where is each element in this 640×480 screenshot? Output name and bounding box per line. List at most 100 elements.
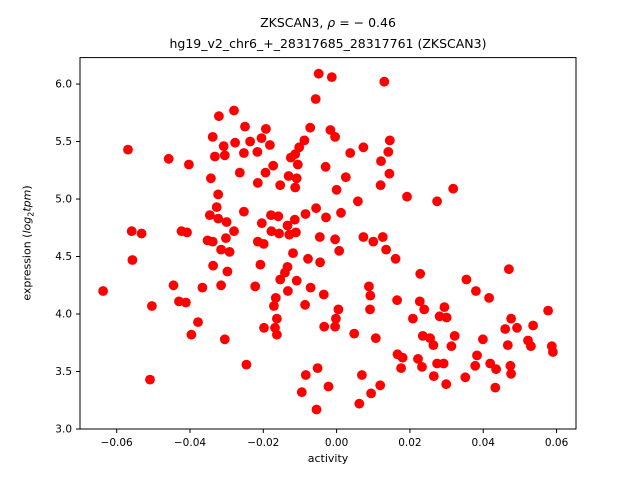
data-point bbox=[291, 173, 302, 184]
data-point bbox=[184, 159, 194, 170]
data-point bbox=[432, 196, 442, 207]
title-line-1: ZKSCAN3, ρ = − 0.46 bbox=[80, 12, 576, 33]
title-suffix: = − 0.46 bbox=[335, 15, 396, 30]
data-point bbox=[543, 305, 553, 316]
data-point bbox=[266, 226, 277, 237]
data-point bbox=[311, 203, 321, 214]
data-point bbox=[502, 340, 513, 350]
data-point bbox=[266, 210, 276, 221]
y-tick-label: 4.0 bbox=[55, 309, 72, 321]
data-point bbox=[415, 268, 426, 279]
data-point bbox=[219, 150, 230, 161]
data-point bbox=[259, 322, 269, 333]
data-point bbox=[490, 382, 501, 393]
data-point bbox=[441, 379, 452, 390]
data-point bbox=[471, 286, 481, 296]
data-point bbox=[331, 184, 342, 195]
x-tick-label: −0.02 bbox=[247, 437, 279, 449]
data-point bbox=[292, 159, 303, 170]
data-point bbox=[147, 301, 157, 311]
data-point bbox=[256, 218, 267, 229]
data-point bbox=[392, 295, 402, 306]
data-point bbox=[234, 167, 245, 178]
data-point bbox=[275, 274, 286, 285]
data-point bbox=[512, 322, 522, 333]
data-point bbox=[323, 381, 334, 392]
data-point bbox=[315, 257, 325, 268]
chart-title: ZKSCAN3, ρ = − 0.46 hg19_v2_chr6_+_28317… bbox=[80, 12, 576, 54]
data-point bbox=[300, 209, 311, 219]
data-point bbox=[408, 313, 418, 324]
data-point bbox=[123, 144, 133, 155]
x-tick-label: −0.06 bbox=[101, 437, 133, 449]
data-point bbox=[320, 161, 331, 172]
data-point bbox=[300, 299, 310, 310]
data-point bbox=[126, 226, 137, 237]
data-point bbox=[402, 191, 412, 202]
data-point bbox=[370, 333, 381, 344]
data-point bbox=[381, 244, 391, 255]
data-point bbox=[413, 354, 423, 364]
data-point bbox=[439, 302, 450, 312]
data-point bbox=[330, 234, 340, 245]
y-tick-label: 3.5 bbox=[55, 366, 72, 378]
x-tick-label: 0.06 bbox=[545, 437, 569, 449]
data-point bbox=[299, 135, 310, 146]
data-point bbox=[214, 111, 224, 122]
data-point bbox=[505, 360, 516, 371]
data-point bbox=[504, 264, 514, 275]
data-point bbox=[384, 168, 395, 179]
data-point bbox=[181, 297, 191, 308]
data-point bbox=[428, 340, 439, 350]
y-tick-label: 4.5 bbox=[55, 251, 72, 263]
data-point bbox=[448, 183, 459, 194]
data-point bbox=[163, 153, 174, 164]
data-point bbox=[366, 388, 376, 399]
data-point bbox=[274, 228, 284, 239]
data-point bbox=[265, 140, 275, 150]
data-point bbox=[461, 274, 472, 285]
data-point bbox=[449, 331, 460, 341]
data-point bbox=[548, 347, 558, 357]
title-prefix: ZKSCAN3, bbox=[260, 15, 328, 30]
data-point bbox=[290, 182, 301, 193]
data-point bbox=[241, 359, 252, 370]
data-point bbox=[330, 132, 340, 142]
data-point bbox=[213, 213, 224, 224]
data-point bbox=[349, 328, 360, 339]
data-point bbox=[484, 293, 494, 303]
data-point bbox=[368, 236, 379, 247]
data-point bbox=[221, 233, 231, 244]
data-point bbox=[239, 206, 249, 217]
data-point bbox=[506, 313, 516, 324]
data-point bbox=[218, 141, 229, 152]
data-point bbox=[375, 180, 386, 191]
data-point bbox=[312, 363, 323, 373]
data-point bbox=[375, 380, 386, 391]
y-tick-label: 6.0 bbox=[55, 79, 72, 91]
y-tick-label: 5.5 bbox=[55, 136, 72, 148]
data-point bbox=[326, 72, 337, 82]
data-point bbox=[255, 259, 266, 270]
x-axis-label: activity bbox=[307, 452, 349, 465]
data-point bbox=[364, 281, 374, 292]
data-point bbox=[229, 105, 239, 116]
data-point bbox=[239, 148, 249, 158]
data-point bbox=[379, 76, 390, 87]
data-point bbox=[334, 245, 345, 256]
data-point bbox=[260, 167, 271, 178]
data-point bbox=[478, 334, 488, 345]
data-point bbox=[216, 244, 227, 255]
data-point bbox=[207, 236, 218, 247]
data-point bbox=[353, 196, 363, 207]
data-point bbox=[300, 370, 311, 380]
data-point bbox=[390, 253, 401, 264]
data-point bbox=[506, 368, 516, 379]
data-point bbox=[377, 232, 388, 242]
data-point bbox=[268, 160, 279, 171]
x-tick-label: −0.04 bbox=[174, 437, 206, 449]
data-point bbox=[414, 296, 425, 307]
data-point bbox=[283, 171, 294, 181]
